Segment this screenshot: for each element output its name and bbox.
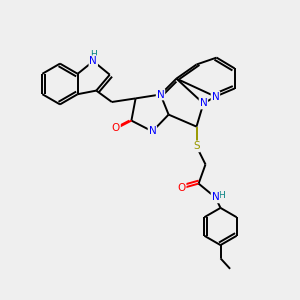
Text: N: N (212, 192, 219, 203)
Text: O: O (177, 183, 186, 194)
Text: S: S (193, 141, 200, 152)
Text: N: N (200, 98, 207, 109)
Text: N: N (157, 89, 164, 100)
Text: O: O (112, 123, 120, 134)
Text: H: H (90, 50, 97, 59)
Text: N: N (89, 56, 97, 66)
Text: N: N (212, 92, 219, 102)
Text: H: H (219, 190, 225, 200)
Text: N: N (148, 126, 156, 136)
